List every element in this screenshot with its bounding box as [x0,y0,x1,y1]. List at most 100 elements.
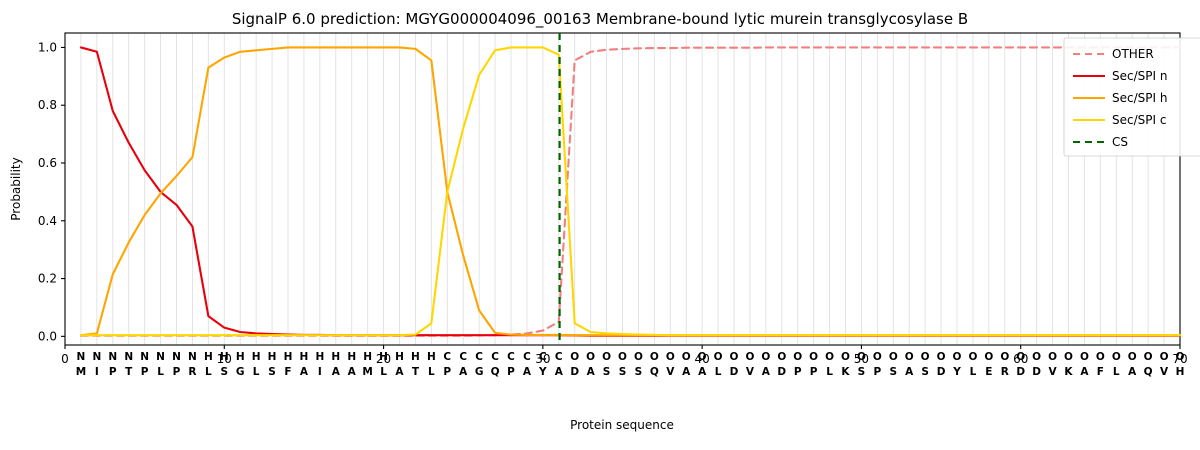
sequence-letter: P [443,366,451,378]
data-series-group [79,46,1182,337]
sequence-letter: A [332,366,341,378]
sequence-letter: F [1097,366,1104,378]
region-annotation-letter: O [698,351,707,363]
region-annotation-letter: O [968,351,977,363]
sequence-letter: S [890,366,898,378]
svg-text:0.0: 0.0 [38,329,57,343]
region-annotation-letter: O [1080,351,1089,363]
region-annotation-letter: O [889,351,898,363]
sequence-letter: A [523,366,532,378]
sequence-letter: Q [491,366,500,378]
sequence-letter: V [666,366,675,378]
sequence-letter: Y [952,366,961,378]
sequence-letter: S [268,366,276,378]
sequence-letter: L [428,366,435,378]
region-annotation-letter: O [650,351,659,363]
region-annotation-letter: H [300,351,309,363]
sequence-letter: P [507,366,515,378]
region-annotation-letter: N [92,351,101,363]
region-annotation-letter: N [172,351,181,363]
sequence-letter: E [985,366,992,378]
region-annotation-letter: H [379,351,388,363]
sequence-letter: P [173,366,181,378]
sequence-letter: M [362,366,372,378]
sequence-letter: G [475,366,484,378]
svg-text:30: 30 [535,352,550,366]
region-annotation-letter: O [745,351,754,363]
region-annotation-letter: O [602,351,611,363]
sequence-letter: D [570,366,579,378]
region-annotation-letter: C [491,351,499,363]
sequence-letter: S [221,366,229,378]
region-annotation-letter: C [523,351,531,363]
region-annotation-letter: O [857,351,866,363]
region-annotation-letter: H [331,351,340,363]
region-annotation-letter: N [124,351,133,363]
region-annotation-letter: O [761,351,770,363]
sequence-letter: D [1016,366,1025,378]
svg-text:0.6: 0.6 [38,156,57,170]
region-annotation-letter: H [284,351,293,363]
sequence-letter: L [715,366,722,378]
sequence-letter: S [603,366,611,378]
svg-text:0: 0 [61,352,69,366]
series-sec-spi-c [79,46,1182,337]
sequence-letter: A [587,366,596,378]
region-annotation-letter: O [905,351,914,363]
region-annotation-letter: O [1112,351,1121,363]
sequence-letter: S [619,366,627,378]
grid-lines [80,33,1181,345]
sequence-letter: A [905,366,914,378]
sequence-letter: A [300,366,309,378]
region-annotation-letter: O [921,351,930,363]
svg-text:0.2: 0.2 [38,272,57,286]
region-annotation-letter: O [634,351,643,363]
region-annotation-letter: C [539,351,547,363]
x-axis-ticks: 0 10 20 30 40 50 60 70 [61,345,1188,366]
sequence-letter: A [459,366,468,378]
sequence-letter: D [777,366,786,378]
region-annotation-letter: O [730,351,739,363]
sequence-letter: A [1128,366,1137,378]
sequence-letter: T [125,366,133,378]
region-annotation-letter: C [507,351,515,363]
sequence-letter: L [1113,366,1120,378]
region-annotation-letter: N [156,351,165,363]
sequence-letter: L [253,366,260,378]
region-annotation-letter: O [984,351,993,363]
region-annotation-letter: O [666,351,675,363]
sequence-letter: A [395,366,404,378]
chart-legend[interactable]: OTHER Sec/SPI n Sec/SPI h Sec/SPI c CS [1063,37,1200,157]
sequence-letter: P [794,366,802,378]
region-annotation-letter: O [1016,351,1025,363]
svg-text:20: 20 [376,352,391,366]
sequence-letter: K [1064,366,1073,378]
sequence-letter: P [141,366,149,378]
sequence-letter: A [698,366,707,378]
sequence-letter: A [348,366,357,378]
region-annotation-letter: O [1144,351,1153,363]
y-axis-ticks: 0.0 0.2 0.4 0.6 0.8 1.0 [38,40,65,343]
region-annotation-letter: H [268,351,277,363]
sequence-letter: D [937,366,946,378]
region-annotation-letter: H [315,351,324,363]
svg-text:50: 50 [854,352,869,366]
sequence-letter: Q [650,366,659,378]
sequence-letter: S [858,366,866,378]
sequence-letter: L [826,366,833,378]
svg-text:40: 40 [695,352,710,366]
region-annotation-letter: O [953,351,962,363]
legend-label-sec-spi-c: Sec/SPI c [1112,113,1166,127]
svg-text:1.0: 1.0 [38,40,57,54]
chart-title: SignalP 6.0 prediction: MGYG000004096_00… [232,10,968,29]
region-annotation-letter: H [204,351,213,363]
svg-text:0.8: 0.8 [38,98,57,112]
sequence-letter: M [76,366,86,378]
region-annotation-letter: H [427,351,436,363]
svg-text:60: 60 [1013,352,1028,366]
sequence-letter: L [380,366,387,378]
